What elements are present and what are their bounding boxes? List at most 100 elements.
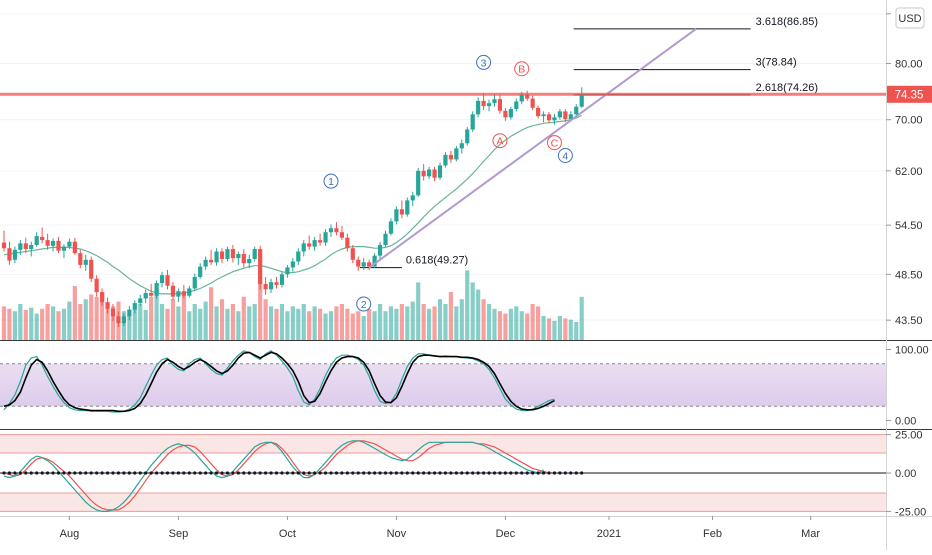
oscillator-zero-dot: [400, 471, 404, 475]
candle-body: [448, 154, 453, 160]
volume-bar: [508, 308, 513, 340]
candle-body: [29, 244, 34, 250]
candle-body: [181, 291, 186, 296]
oscillator-zero-dot: [520, 471, 524, 475]
oscillator-zero-dot: [383, 471, 388, 475]
volume-bar: [394, 308, 399, 340]
wave-label: 4: [562, 150, 568, 162]
volume-bar: [203, 301, 208, 340]
candle-body: [34, 236, 39, 245]
volume-bar: [209, 287, 214, 340]
volume-bar: [454, 306, 459, 340]
candle-body: [116, 316, 121, 324]
volume-bar: [241, 296, 246, 340]
oscillator-zero-dot: [127, 471, 131, 475]
volume-bar: [492, 308, 497, 340]
candle-body: [541, 114, 546, 117]
volume-bar: [67, 301, 72, 340]
candle-body: [132, 303, 137, 310]
volume-bar: [416, 282, 421, 340]
volume-bar: [50, 306, 56, 340]
candle-body: [508, 109, 513, 118]
volume-bar: [72, 286, 77, 340]
candle-body: [121, 316, 126, 324]
candle-body: [296, 251, 301, 262]
volume-bar: [361, 316, 366, 340]
oscillator-zero-dot: [405, 471, 409, 475]
price-axis[interactable]: 90.0080.0070.0062.0054.5048.5043.50100.0…: [886, 9, 929, 519]
oscillator-zero-dot: [171, 471, 175, 475]
oscillator-zero-dot: [525, 471, 529, 475]
stochastic-tick-label: 100.00: [895, 345, 929, 357]
volume-bar: [105, 304, 110, 340]
volume-bar: [448, 292, 453, 340]
oscillator-zero-dot: [214, 471, 219, 475]
price-panel[interactable]: [0, 0, 886, 340]
oscillator-zero-dot: [460, 471, 464, 475]
oscillator-zero-dot: [138, 471, 142, 475]
time-tick-label: Sep: [169, 528, 189, 540]
volume-bar: [296, 308, 301, 340]
volume-bar: [350, 313, 355, 340]
candle-body: [546, 114, 552, 121]
oscillator-zero-dot: [373, 471, 377, 475]
volume-bar: [405, 306, 410, 340]
fibonacci-levels[interactable]: 3.618(86.85) 3(78.84) 2.618(74.26) 0.618(49…: [359, 16, 818, 269]
wave-label: A: [496, 136, 503, 148]
candle-body: [557, 111, 562, 118]
candle-body: [203, 259, 208, 267]
moving-average-line: [3, 114, 582, 295]
volume-bar: [481, 299, 486, 340]
volume-bar: [18, 304, 23, 340]
candle-body: [12, 249, 17, 260]
time-axis[interactable]: Aug Sep Oct Nov Dec 2021 Feb Mar: [60, 516, 821, 540]
oscillator-zero-dot: [454, 471, 458, 475]
oscillator-zero-dot: [133, 471, 137, 475]
stochastic-panel[interactable]: [0, 350, 886, 413]
candle-body: [72, 241, 77, 254]
oscillator-line: [3, 440, 544, 512]
volume-bar: [279, 304, 285, 340]
volume-bar: [285, 311, 290, 340]
candle-body: [219, 251, 225, 259]
candle-body: [56, 240, 61, 251]
volume-bar: [176, 306, 181, 340]
volume-bar: [268, 306, 274, 340]
oscillator-zero-dot: [62, 471, 66, 475]
volume-bar: [252, 304, 257, 340]
candle-body: [307, 243, 312, 247]
candle-body: [154, 283, 159, 296]
candle-body: [574, 106, 579, 115]
candle-body: [225, 249, 230, 259]
trend-line[interactable]: [368, 28, 697, 269]
volume-bar: [503, 313, 508, 340]
candle-body: [410, 195, 415, 201]
candle-body: [7, 248, 12, 261]
volume-bar: [149, 296, 154, 340]
volume-bar: [83, 299, 88, 340]
volume-bar: [345, 308, 350, 340]
oscillator-zero-dot: [274, 471, 279, 475]
volume-bar: [497, 311, 503, 340]
oscillator-panel[interactable]: [0, 434, 886, 512]
last-price-label: 74.35: [895, 89, 924, 101]
oscillator-zero-dot: [482, 471, 486, 475]
candle-body: [149, 292, 154, 296]
candle-body: [236, 253, 241, 259]
currency-badge[interactable]: [895, 7, 925, 29]
candle-body: [89, 259, 94, 279]
oscillator-zero-dot: [394, 471, 398, 475]
oscillator-zero-dot: [471, 471, 475, 475]
candle-body: [568, 114, 573, 120]
candle-body: [301, 243, 306, 252]
volume-bar: [263, 299, 268, 340]
oscillator-zero-dot: [334, 471, 339, 475]
candle-body: [209, 259, 214, 263]
volume-bar: [568, 319, 573, 340]
wave-label: 1: [328, 176, 334, 188]
oscillator-zero-dot: [29, 471, 33, 475]
volume-bar: [34, 313, 39, 340]
candle-body: [165, 275, 170, 286]
oscillator-zero-dot: [362, 471, 366, 475]
